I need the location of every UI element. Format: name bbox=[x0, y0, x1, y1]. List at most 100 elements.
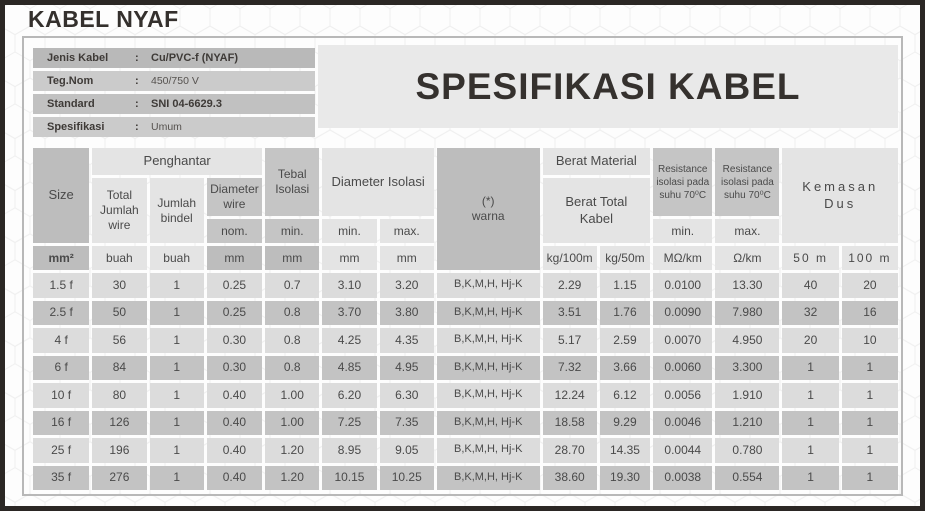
table-cell-row1-col12: 13.30 bbox=[715, 273, 780, 298]
unit-ohm: Ω/km bbox=[715, 246, 780, 270]
unit-50m: 50 m bbox=[782, 246, 839, 270]
table-cell-row6-col1: 16 f bbox=[33, 410, 90, 435]
unit-mohm: MΩ/km bbox=[653, 246, 713, 270]
table-cell-row1-col7: 3.20 bbox=[379, 273, 434, 298]
table-cell-row1-col2: 30 bbox=[92, 273, 147, 298]
info-row-standard: Standard : SNI 04-6629.3 bbox=[33, 94, 315, 114]
header-tebal-isolasi-min: min. bbox=[265, 219, 320, 243]
info-row-spesifikasi: Spesifikasi : Umum bbox=[33, 117, 315, 137]
table-cell-row2-col2: 50 bbox=[92, 300, 147, 325]
table-cell-row8-col11: 0.0038 bbox=[653, 465, 713, 490]
table-cell-row8-col1: 35 f bbox=[33, 465, 90, 490]
table-cell-row5-col10: 6.12 bbox=[599, 383, 651, 408]
header-berat-material: Berat Material bbox=[542, 148, 651, 175]
info-separator: : bbox=[135, 52, 139, 64]
info-value: Umum bbox=[151, 121, 182, 133]
table-cell-row6-col11: 0.0046 bbox=[653, 410, 713, 435]
table-cell-row3-col12: 4.950 bbox=[715, 328, 780, 353]
header-warna-label: warna bbox=[471, 209, 505, 223]
table-cell-row1-col10: 1.15 bbox=[599, 273, 651, 298]
header-kemasan-line2: Dus bbox=[824, 195, 857, 211]
table-cell-row7-col11: 0.0044 bbox=[653, 438, 713, 463]
table-cell-row7-col10: 14.35 bbox=[599, 438, 651, 463]
info-separator: : bbox=[135, 75, 139, 87]
table-cell-row4-col9: 7.32 bbox=[542, 355, 597, 380]
table-cell-row5-col1: 10 f bbox=[33, 383, 90, 408]
table-cell-row7-col14: 1 bbox=[841, 438, 898, 463]
table-cell-row3-col14: 10 bbox=[841, 328, 898, 353]
table-cell-row6-col3: 1 bbox=[149, 410, 204, 435]
table-cell-row8-col7: 10.25 bbox=[379, 465, 434, 490]
table-cell-row1-col3: 1 bbox=[149, 273, 204, 298]
table-cell-row2-col6: 3.70 bbox=[322, 300, 377, 325]
table-cell-row5-col12: 1.910 bbox=[715, 383, 780, 408]
table-cell-row8-col13: 1 bbox=[782, 465, 839, 490]
table-cell-row3-col9: 5.17 bbox=[542, 328, 597, 353]
table-cell-row2-col13: 32 bbox=[782, 300, 839, 325]
table-cell-row1-col11: 0.0100 bbox=[653, 273, 713, 298]
unit-bindel: buah bbox=[149, 246, 204, 270]
table-cell-row3-col1: 4 f bbox=[33, 328, 90, 353]
table-cell-row6-col8: B,K,M,H, Hj-K bbox=[436, 410, 540, 435]
table-cell-row2-col4: 0.25 bbox=[206, 300, 263, 325]
table-cell-row7-col8: B,K,M,H, Hj-K bbox=[436, 438, 540, 463]
table-cell-row8-col12: 0.554 bbox=[715, 465, 780, 490]
table-cell-row1-col13: 40 bbox=[782, 273, 839, 298]
table-cell-row5-col14: 1 bbox=[841, 383, 898, 408]
table-cell-row4-col12: 3.300 bbox=[715, 355, 780, 380]
info-row-teg-nom: Teg.Nom : 450/750 V bbox=[33, 71, 315, 91]
header-resistance-max-sub: max. bbox=[715, 219, 780, 243]
table-cell-row3-col2: 56 bbox=[92, 328, 147, 353]
info-value: SNI 04-6629.3 bbox=[151, 98, 222, 110]
table-cell-row5-col11: 0.0056 bbox=[653, 383, 713, 408]
table-cell-row5-col8: B,K,M,H, Hj-K bbox=[436, 383, 540, 408]
table-cell-row8-col3: 1 bbox=[149, 465, 204, 490]
table-cell-row1-col8: B,K,M,H, Hj-K bbox=[436, 273, 540, 298]
table-cell-row7-col6: 8.95 bbox=[322, 438, 377, 463]
header-diameter-isolasi: Diameter Isolasi bbox=[322, 148, 434, 216]
table-cell-row4-col13: 1 bbox=[782, 355, 839, 380]
table-cell-row7-col13: 1 bbox=[782, 438, 839, 463]
table-cell-row5-col5: 1.00 bbox=[265, 383, 320, 408]
info-label: Spesifikasi bbox=[47, 121, 105, 133]
table-cell-row1-col14: 20 bbox=[841, 273, 898, 298]
header-size: Size bbox=[33, 148, 90, 243]
info-value: Cu/PVC-f (NYAF) bbox=[151, 52, 238, 64]
header-tebal-isolasi: Tebal Isolasi bbox=[265, 148, 320, 216]
unit-kg100: kg/100m bbox=[542, 246, 597, 270]
table-cell-row1-col6: 3.10 bbox=[322, 273, 377, 298]
table-cell-row6-col2: 126 bbox=[92, 410, 147, 435]
table-cell-row3-col4: 0.30 bbox=[206, 328, 263, 353]
table-cell-row8-col6: 10.15 bbox=[322, 465, 377, 490]
table-cell-row2-col1: 2.5 f bbox=[33, 300, 90, 325]
page-title: KABEL NYAF bbox=[28, 6, 179, 32]
info-label: Jenis Kabel bbox=[47, 52, 109, 64]
table-cell-row2-col3: 1 bbox=[149, 300, 204, 325]
header-diameter-wire: Diameter wire bbox=[206, 178, 263, 216]
header-jumlah-bindel: Jumlah bindel bbox=[149, 178, 204, 243]
table-cell-row6-col10: 9.29 bbox=[599, 410, 651, 435]
content-panel bbox=[22, 36, 903, 496]
table-cell-row2-col11: 0.0090 bbox=[653, 300, 713, 325]
table-cell-row2-col12: 7.980 bbox=[715, 300, 780, 325]
table-cell-row7-col12: 0.780 bbox=[715, 438, 780, 463]
table-cell-row3-col8: B,K,M,H, Hj-K bbox=[436, 328, 540, 353]
table-cell-row6-col7: 7.35 bbox=[379, 410, 434, 435]
header-total-jumlah-wire: Total Jumlah wire bbox=[92, 178, 147, 243]
table-cell-row2-col10: 1.76 bbox=[599, 300, 651, 325]
table-cell-row2-col5: 0.8 bbox=[265, 300, 320, 325]
table-cell-row5-col7: 6.30 bbox=[379, 383, 434, 408]
unit-diameter-max: mm bbox=[379, 246, 434, 270]
spec-table: Size Penghantar Total Jumlah wire Jumlah… bbox=[33, 148, 898, 490]
unit-kg50: kg/50m bbox=[599, 246, 651, 270]
table-cell-row4-col10: 3.66 bbox=[599, 355, 651, 380]
header-kemasan-line1: Kemasan bbox=[802, 179, 879, 195]
header-penghantar: Penghantar bbox=[92, 148, 263, 175]
table-cell-row7-col3: 1 bbox=[149, 438, 204, 463]
table-cell-row7-col7: 9.05 bbox=[379, 438, 434, 463]
info-separator: : bbox=[135, 121, 139, 133]
header-diameter-isolasi-min: min. bbox=[322, 219, 377, 243]
unit-100m: 100 m bbox=[841, 246, 898, 270]
table-cell-row3-col3: 1 bbox=[149, 328, 204, 353]
table-cell-row6-col13: 1 bbox=[782, 410, 839, 435]
